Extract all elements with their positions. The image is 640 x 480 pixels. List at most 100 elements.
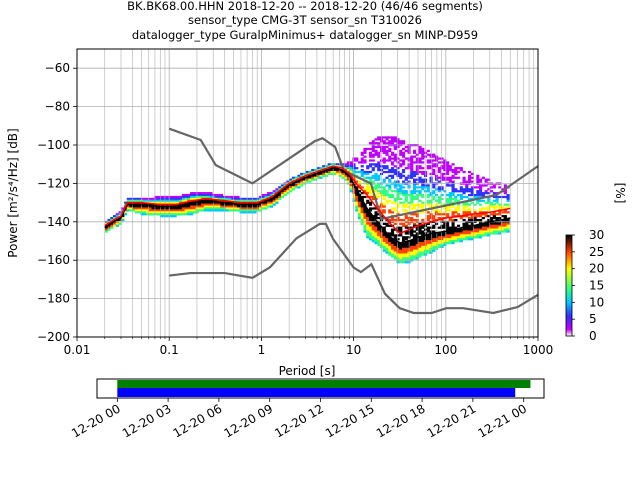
pdf-cell bbox=[418, 211, 422, 214]
pdf-cell bbox=[341, 163, 345, 166]
plot-frame bbox=[76, 48, 539, 338]
pdf-cell bbox=[454, 230, 458, 233]
pdf-cell bbox=[236, 195, 240, 199]
pdf-cell bbox=[151, 207, 155, 210]
pdf-cell bbox=[476, 192, 480, 195]
pdf-cell bbox=[418, 193, 422, 197]
pdf-cell bbox=[479, 193, 483, 197]
pdf-cell bbox=[437, 188, 441, 191]
pdf-cell bbox=[388, 170, 392, 174]
pdf-cell bbox=[311, 172, 315, 176]
pdf-cell bbox=[443, 213, 447, 216]
pdf-cell bbox=[129, 205, 133, 208]
pdf-cell bbox=[448, 192, 452, 195]
pdf-cell bbox=[432, 205, 436, 208]
pdf-cell bbox=[410, 230, 414, 233]
pdf-cell bbox=[151, 205, 155, 208]
pdf-cell bbox=[311, 169, 315, 172]
pdf-cell bbox=[495, 222, 499, 225]
pdf-cell bbox=[377, 138, 381, 141]
pdf-cell bbox=[443, 238, 447, 241]
timeline-tick-label: 12-20 21 bbox=[425, 401, 479, 440]
pdf-cell bbox=[481, 217, 485, 220]
pdf-cell bbox=[357, 201, 362, 204]
pdf-cell bbox=[357, 217, 362, 220]
pdf-cell bbox=[418, 199, 422, 202]
pdf-cell bbox=[437, 186, 441, 189]
pdf-cell bbox=[399, 151, 403, 154]
pdf-cell bbox=[247, 195, 252, 199]
pdf-cell bbox=[385, 243, 389, 247]
pdf-cell bbox=[459, 240, 463, 243]
pdf-cell bbox=[454, 170, 458, 174]
pdf-cell bbox=[322, 165, 326, 168]
pdf-cell bbox=[335, 165, 340, 168]
pdf-cell bbox=[432, 215, 436, 218]
pdf-cell bbox=[440, 245, 444, 249]
pdf-cell bbox=[396, 180, 400, 183]
pdf-cell bbox=[399, 140, 403, 143]
pdf-cell bbox=[443, 236, 447, 239]
pdf-cell bbox=[418, 161, 422, 164]
pdf-cell bbox=[451, 234, 455, 237]
pdf-cell bbox=[465, 232, 469, 235]
pdf-cell bbox=[432, 155, 436, 158]
pdf-cell bbox=[418, 186, 422, 189]
pdf-cell bbox=[421, 195, 425, 199]
pdf-cell bbox=[294, 184, 298, 187]
timeline-tick-label: 12-20 06 bbox=[171, 401, 225, 440]
pdf-cell bbox=[404, 199, 408, 202]
pdf-cell bbox=[401, 257, 406, 260]
pdf-cell bbox=[399, 176, 403, 179]
pdf-cell bbox=[443, 234, 447, 237]
pdf-cell bbox=[382, 230, 386, 233]
pdf-cell bbox=[382, 236, 386, 239]
pdf-cell bbox=[234, 205, 238, 208]
pdf-cell bbox=[388, 155, 392, 158]
pdf-cell bbox=[429, 159, 433, 162]
pdf-cell bbox=[327, 172, 331, 176]
pdf-cell bbox=[479, 211, 483, 214]
pdf-cell bbox=[357, 213, 362, 216]
pdf-cell bbox=[360, 165, 364, 168]
pdf-cell bbox=[363, 159, 367, 162]
pdf-cell bbox=[258, 205, 263, 208]
pdf-cell bbox=[170, 195, 174, 199]
pdf-cell bbox=[363, 147, 367, 151]
pdf-cell bbox=[253, 197, 257, 201]
pdf-cell bbox=[492, 232, 496, 235]
pdf-cell bbox=[269, 205, 274, 208]
pdf-cell bbox=[179, 205, 183, 208]
pdf-cell bbox=[390, 241, 395, 245]
pdf-cell bbox=[242, 209, 246, 212]
pdf-cell bbox=[374, 153, 378, 156]
pdf-cell bbox=[357, 161, 362, 164]
pdf-cell bbox=[168, 195, 172, 199]
pdf-cell bbox=[333, 169, 337, 172]
pdf-cell bbox=[393, 157, 397, 160]
pdf-cell bbox=[140, 213, 144, 216]
pdf-cell bbox=[245, 205, 249, 208]
pdf-cell bbox=[203, 205, 207, 208]
pdf-cell bbox=[382, 161, 386, 164]
pdf-cell bbox=[368, 155, 373, 158]
pdf-cell bbox=[374, 145, 378, 149]
pdf-cell bbox=[399, 197, 403, 201]
pdf-cell bbox=[473, 215, 477, 218]
pdf-cell bbox=[503, 203, 507, 206]
pdf-cell bbox=[426, 159, 430, 162]
pdf-cell bbox=[470, 172, 474, 176]
pdf-cell bbox=[236, 205, 240, 208]
pdf-cell bbox=[481, 234, 485, 237]
pdf-cell bbox=[170, 211, 174, 214]
pdf-cell bbox=[225, 197, 229, 201]
pdf-cell bbox=[484, 201, 488, 204]
pdf-cell bbox=[437, 211, 441, 214]
pdf-cell bbox=[473, 236, 477, 239]
pdf-cell bbox=[176, 201, 180, 204]
pdf-cell bbox=[506, 226, 510, 229]
pdf-cell bbox=[451, 188, 455, 191]
pdf-cell bbox=[300, 172, 304, 176]
pdf-cell bbox=[490, 213, 494, 216]
pdf-cell bbox=[401, 193, 406, 197]
